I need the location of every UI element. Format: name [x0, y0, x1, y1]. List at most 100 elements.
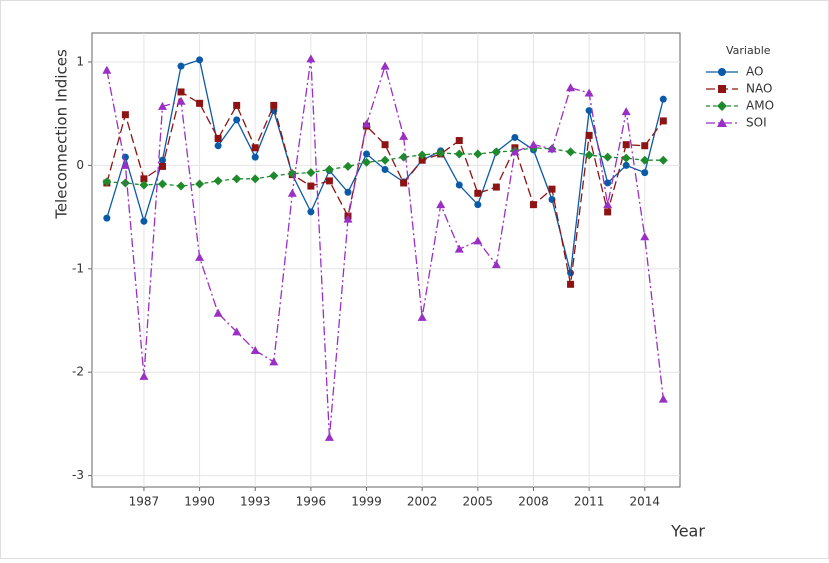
marker — [121, 111, 129, 119]
legend-label: SOI — [746, 116, 767, 130]
marker — [343, 214, 353, 223]
marker — [548, 185, 556, 193]
marker — [120, 178, 130, 188]
marker — [491, 260, 501, 269]
marker — [324, 165, 334, 175]
marker — [139, 180, 149, 190]
y-tick-label: 0 — [76, 158, 84, 172]
marker — [177, 88, 185, 96]
marker — [528, 140, 538, 149]
marker — [177, 62, 185, 70]
marker — [455, 137, 463, 145]
legend-label: NAO — [746, 82, 772, 96]
marker — [306, 54, 316, 63]
marker — [214, 134, 222, 142]
marker — [604, 208, 612, 216]
marker — [270, 101, 278, 109]
marker — [362, 157, 372, 167]
marker — [584, 88, 594, 97]
marker — [196, 56, 204, 64]
marker — [566, 83, 576, 92]
marker — [622, 141, 630, 149]
marker — [400, 179, 408, 187]
legend-label: AO — [746, 65, 763, 79]
x-tick-label: 1987 — [129, 495, 160, 509]
marker — [232, 174, 242, 184]
marker — [287, 188, 297, 197]
marker — [659, 95, 667, 103]
marker — [380, 155, 390, 165]
marker — [566, 147, 576, 157]
marker — [250, 174, 260, 184]
marker — [418, 156, 426, 164]
marker — [641, 169, 649, 177]
marker — [417, 312, 427, 321]
marker — [195, 179, 205, 189]
marker — [139, 371, 149, 380]
y-axis-label: Teleconnection Indices — [53, 49, 71, 220]
marker — [474, 189, 482, 197]
marker — [417, 150, 427, 160]
marker — [622, 161, 630, 169]
marker — [307, 208, 315, 216]
marker — [640, 155, 650, 165]
marker — [436, 200, 446, 209]
marker — [251, 153, 259, 161]
marker — [158, 156, 166, 164]
marker — [436, 148, 446, 158]
x-tick-label: 1999 — [351, 495, 382, 509]
x-tick-label: 1996 — [296, 495, 327, 509]
legend-marker — [717, 118, 727, 127]
marker — [584, 150, 594, 160]
legend-marker — [718, 68, 726, 76]
marker — [399, 131, 409, 140]
marker — [381, 166, 389, 174]
marker — [621, 153, 631, 163]
marker — [474, 201, 482, 209]
marker — [585, 107, 593, 115]
marker — [473, 236, 483, 245]
marker — [567, 280, 575, 288]
marker — [250, 345, 260, 354]
marker — [658, 155, 668, 165]
y-tick-label: -2 — [72, 365, 84, 379]
marker — [363, 150, 371, 158]
marker — [214, 142, 222, 150]
marker — [233, 116, 241, 124]
marker — [473, 149, 483, 159]
x-tick-label: 1990 — [184, 495, 215, 509]
marker — [269, 357, 279, 366]
marker — [621, 107, 631, 116]
legend-marker — [718, 85, 726, 93]
marker — [140, 175, 148, 183]
marker — [510, 147, 520, 156]
marker — [343, 161, 353, 171]
marker — [380, 61, 390, 70]
marker — [492, 183, 500, 191]
marker — [362, 119, 372, 128]
marker — [157, 101, 167, 110]
marker — [604, 179, 612, 187]
marker — [306, 168, 316, 178]
marker — [454, 149, 464, 159]
marker — [641, 142, 649, 150]
plot-area — [91, 32, 681, 488]
x-tick-label: 2008 — [518, 495, 549, 509]
y-tick-label: -1 — [72, 261, 84, 275]
marker — [120, 160, 130, 169]
x-tick-label: 2005 — [463, 495, 494, 509]
y-tick-label: -3 — [72, 468, 84, 482]
marker — [195, 252, 205, 261]
marker — [233, 101, 241, 109]
marker — [269, 171, 279, 181]
marker — [381, 141, 389, 149]
marker — [102, 177, 112, 187]
legend-marker — [717, 101, 727, 111]
x-tick-label: 2014 — [629, 495, 660, 509]
marker — [176, 181, 186, 191]
marker — [140, 217, 148, 225]
marker — [585, 131, 593, 139]
marker — [103, 214, 111, 222]
marker — [491, 147, 501, 157]
